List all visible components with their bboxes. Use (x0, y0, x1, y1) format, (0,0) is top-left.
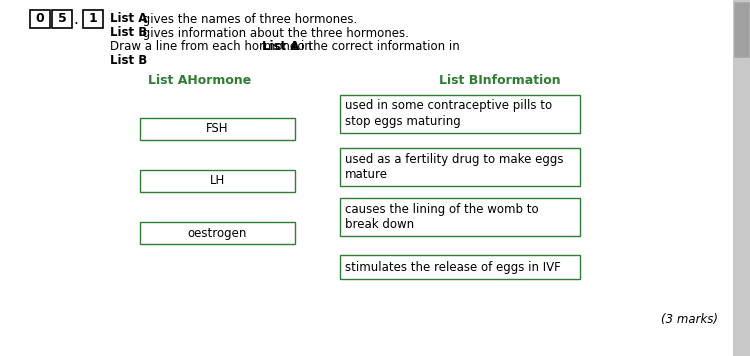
Text: used as a fertility drug to make eggs
mature: used as a fertility drug to make eggs ma… (345, 152, 563, 182)
Text: 5: 5 (58, 12, 66, 26)
Text: (3 marks): (3 marks) (661, 314, 718, 326)
Text: .: . (139, 53, 142, 67)
Text: 1: 1 (88, 12, 98, 26)
Text: List AHormone: List AHormone (148, 73, 251, 87)
Text: causes the lining of the womb to
break down: causes the lining of the womb to break d… (345, 203, 538, 231)
FancyBboxPatch shape (340, 148, 580, 186)
FancyBboxPatch shape (340, 95, 580, 133)
Text: used in some contraceptive pills to
stop eggs maturing: used in some contraceptive pills to stop… (345, 99, 552, 129)
FancyBboxPatch shape (734, 2, 749, 57)
FancyBboxPatch shape (733, 0, 750, 356)
Text: List BInformation: List BInformation (440, 73, 561, 87)
Text: List A: List A (110, 12, 147, 26)
FancyBboxPatch shape (340, 255, 580, 279)
Text: Draw a line from each hormone in: Draw a line from each hormone in (110, 41, 316, 53)
Text: stimulates the release of eggs in IVF: stimulates the release of eggs in IVF (345, 261, 561, 273)
FancyBboxPatch shape (30, 10, 50, 28)
FancyBboxPatch shape (140, 222, 295, 244)
Text: 0: 0 (36, 12, 44, 26)
Text: LH: LH (210, 174, 225, 188)
Text: to the correct information in: to the correct information in (289, 41, 460, 53)
Text: List A: List A (262, 41, 299, 53)
Text: gives the names of three hormones.: gives the names of three hormones. (139, 12, 357, 26)
FancyBboxPatch shape (140, 170, 295, 192)
Text: oestrogen: oestrogen (188, 226, 248, 240)
FancyBboxPatch shape (52, 10, 72, 28)
Text: List B: List B (110, 53, 147, 67)
Text: FSH: FSH (206, 122, 229, 136)
FancyBboxPatch shape (340, 198, 580, 236)
FancyBboxPatch shape (140, 118, 295, 140)
FancyBboxPatch shape (83, 10, 103, 28)
Text: .: . (74, 11, 79, 26)
Text: List B: List B (110, 26, 147, 40)
Text: gives information about the three hormones.: gives information about the three hormon… (139, 26, 409, 40)
